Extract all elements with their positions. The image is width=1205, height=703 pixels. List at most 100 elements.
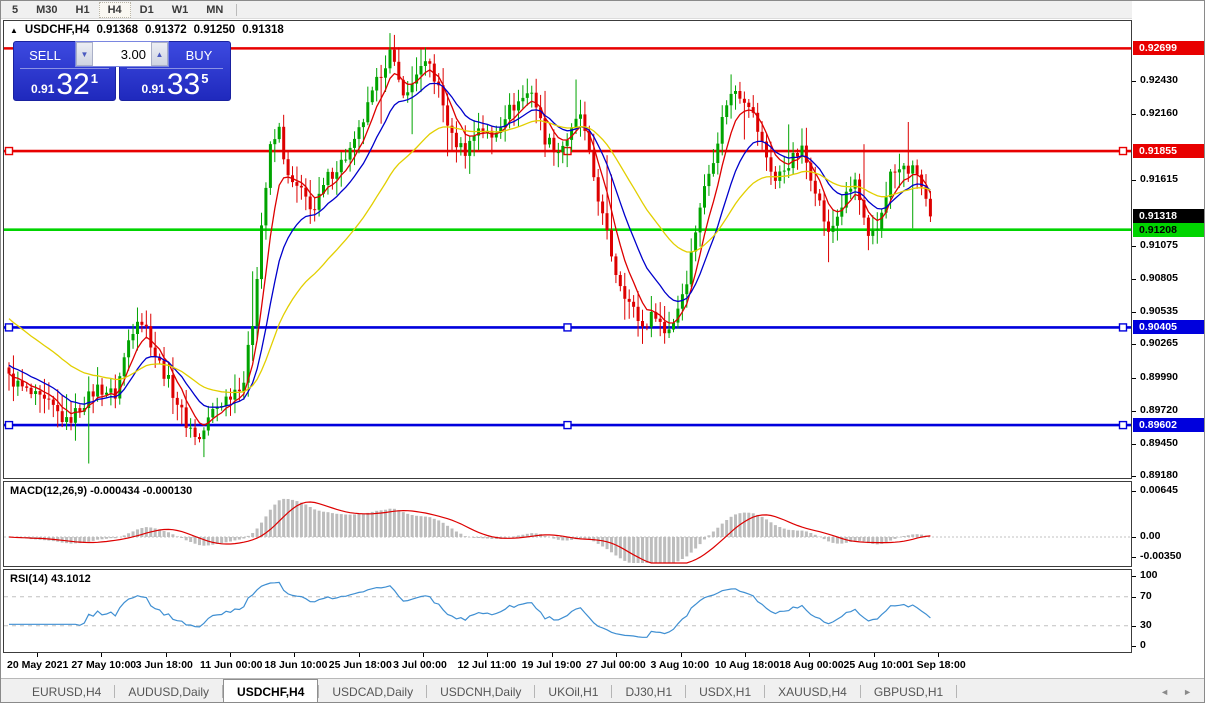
- chevron-down-icon: ▼: [80, 49, 89, 59]
- macd-panel[interactable]: MACD(12,26,9) -0.000434 -0.000130: [3, 481, 1132, 567]
- buy-button[interactable]: BUY: [185, 47, 213, 63]
- chart-tab-usdcnh[interactable]: USDCNH,Daily: [440, 684, 522, 699]
- time-tick-mark: [487, 653, 489, 657]
- timeframe-button-h1[interactable]: H1: [75, 3, 90, 16]
- divider: [534, 685, 536, 698]
- chart-tab-audusd[interactable]: AUDUSD,Daily: [128, 684, 210, 699]
- price-tick-label: 0.89990: [1140, 370, 1178, 383]
- chart-tab-ukoil[interactable]: UKOil,H1: [548, 684, 599, 699]
- time-tick-label: 27 Jul 00:00: [586, 659, 646, 671]
- volume-decrease-button[interactable]: ▼: [76, 42, 93, 66]
- price-tick-mark: [1132, 443, 1136, 445]
- chart-tab-usdx[interactable]: USDX,H1: [699, 684, 752, 699]
- chart-tab-dj30[interactable]: DJ30,H1: [625, 684, 673, 699]
- time-tick-mark: [230, 653, 232, 657]
- ohlc-high: 0.91372: [145, 24, 187, 36]
- price-badge: 0.91855: [1133, 144, 1204, 159]
- volume-increase-button[interactable]: ▲: [151, 42, 168, 66]
- time-tick-mark: [551, 653, 553, 657]
- sell-price-prefix: 0.91: [31, 82, 55, 96]
- divider: [236, 3, 238, 16]
- sell-button[interactable]: SELL: [29, 47, 61, 63]
- price-tick-mark: [1132, 311, 1136, 313]
- price-tick-mark: [1132, 377, 1136, 379]
- time-tick-mark: [165, 653, 167, 657]
- divider: [126, 68, 224, 69]
- price-tick-mark: [1132, 113, 1136, 115]
- collapse-panel-icon[interactable]: ▲: [10, 25, 18, 35]
- macd-tick-mark: [1132, 491, 1136, 492]
- buy-box: BUY 0.91 33 5: [119, 41, 231, 101]
- chart-tab-usdchf[interactable]: USDCHF,H4: [223, 679, 319, 702]
- time-tick-mark: [101, 653, 103, 657]
- timeframe-button-d1[interactable]: D1: [139, 3, 154, 16]
- divider: [426, 685, 428, 698]
- divider: [114, 685, 116, 698]
- time-tick-mark: [294, 653, 296, 657]
- price-tick-mark: [1132, 476, 1136, 478]
- rsi-panel[interactable]: RSI(14) 43.1012: [3, 569, 1132, 653]
- volume-input[interactable]: 3.00: [120, 46, 146, 62]
- price-tick-label: 0.90805: [1140, 271, 1178, 284]
- time-axis[interactable]: 20 May 2021 27 May 10:00 3 Jun 18:00 11 Jun…: [3, 653, 1204, 678]
- price-tick-mark: [1132, 81, 1136, 83]
- timeframe-button-h4[interactable]: H4: [98, 1, 131, 18]
- price-tick-mark: [1132, 278, 1136, 280]
- chart-tab-usdcad[interactable]: USDCAD,Daily: [332, 684, 414, 699]
- rsi-value: 43.1012: [50, 573, 91, 585]
- main-chart-panel[interactable]: ▲ USDCHF,H4 0.91368 0.91372 0.91250 0.91…: [3, 20, 1132, 479]
- timeframe-button-w1[interactable]: W1: [171, 3, 189, 16]
- price-tick-label: 0.89720: [1140, 403, 1178, 416]
- buy-price-big: 33: [166, 68, 201, 101]
- divider: [20, 68, 109, 69]
- timeframe-button-m30[interactable]: M30: [36, 3, 58, 16]
- chart-tab-xauusd[interactable]: XAUUSD,H4: [778, 684, 847, 699]
- time-tick-label: 18 Jun 10:00: [264, 659, 328, 671]
- macd-tick-mark: [1132, 557, 1136, 558]
- rsi-tick-mark: [1132, 576, 1136, 578]
- scroll-right-icon[interactable]: ►: [1183, 686, 1192, 697]
- macd-values: -0.000434 -0.000130: [90, 485, 193, 497]
- chart-symbol-label: USDCHF,H4: [24, 24, 90, 36]
- time-tick-mark: [616, 653, 618, 657]
- chart-tab-eurusd[interactable]: EURUSD,H4: [32, 684, 102, 699]
- macd-name: MACD(12,26,9): [10, 485, 88, 497]
- price-badge: 0.89602: [1133, 418, 1204, 433]
- scroll-left-icon[interactable]: ◄: [1160, 686, 1170, 697]
- price-badge: 0.91208: [1133, 222, 1204, 237]
- chart-tab-bar: EURUSD,H4 AUDUSD,Daily USDCHF,H4 USDCAD,Dai…: [1, 678, 1204, 702]
- divider: [956, 685, 958, 698]
- price-tick-label: 0.90265: [1140, 337, 1178, 350]
- price-tick-label: 0.91075: [1140, 238, 1178, 251]
- divider: [318, 685, 320, 698]
- time-tick-label: 25 Aug 10:00: [843, 659, 908, 671]
- sell-price-big: 32: [56, 68, 90, 101]
- price-tick-mark: [1132, 245, 1136, 247]
- timeframe-button-mn[interactable]: MN: [206, 3, 224, 16]
- divider: [685, 685, 687, 698]
- macd-tick-mark: [1132, 537, 1136, 538]
- price-badge: 0.91318: [1133, 209, 1204, 224]
- ohlc-low: 0.91250: [193, 24, 236, 36]
- macd-tick-label: 0.00645: [1140, 484, 1178, 496]
- sell-price: 0.91 32 1: [14, 69, 115, 101]
- timeframe-button-5[interactable]: 5: [12, 3, 19, 16]
- time-tick-label: 11 Jun 00:00: [200, 659, 263, 671]
- price-tick-label: 0.89450: [1140, 436, 1178, 449]
- time-tick-mark: [37, 653, 38, 657]
- time-tick-label: 18 Aug 00:00: [779, 659, 844, 671]
- sell-price-pip: 1: [90, 71, 98, 86]
- rsi-tick-label: 0: [1140, 639, 1146, 652]
- time-tick-mark: [680, 653, 682, 657]
- chart-title: ▲ USDCHF,H4 0.91368 0.91372 0.91250 0.91…: [10, 24, 284, 36]
- chart-tab-gbpusd[interactable]: GBPUSD,H1: [873, 684, 944, 699]
- time-tick-mark: [744, 653, 746, 657]
- time-tick-label: 12 Jul 11:00: [457, 659, 517, 671]
- price-tick-mark: [1132, 180, 1136, 182]
- price-tick-label: 0.91615: [1140, 173, 1178, 186]
- price-axis[interactable]: 0.92430 0.92160 0.91615 0.91075 0.90805 0.905…: [1132, 1, 1204, 678]
- time-tick-mark: [809, 653, 811, 657]
- time-tick-label: 3 Jul 00:00: [393, 659, 447, 671]
- rsi-tick-mark: [1132, 646, 1136, 648]
- time-tick-mark: [937, 653, 939, 657]
